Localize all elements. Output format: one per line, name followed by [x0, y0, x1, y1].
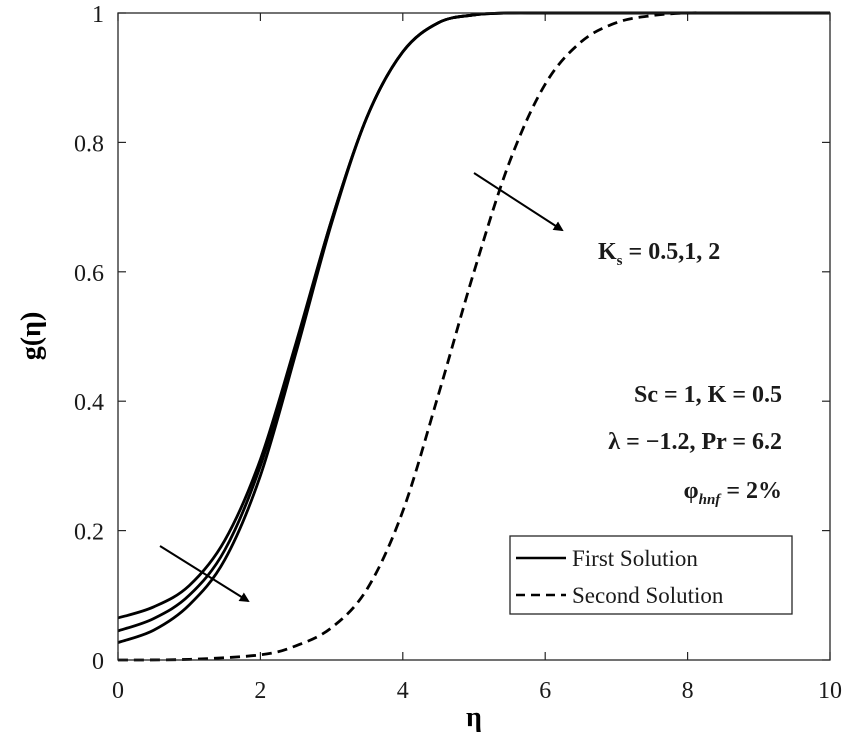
- y-axis-title: g(η): [16, 312, 47, 361]
- legend-label-first: First Solution: [572, 546, 698, 571]
- y-tick-label: 1: [92, 2, 104, 28]
- y-tick-label: 0.2: [74, 520, 104, 546]
- phi-value: = 2%: [720, 478, 782, 504]
- x-tick-label: 0: [112, 678, 124, 704]
- plot-frame: [117, 12, 831, 661]
- ks-values: = 0.5,1, 2: [623, 239, 721, 265]
- y-tick-label: 0: [92, 649, 104, 675]
- params-line-1: Sc = 1, K = 0.5: [634, 382, 782, 408]
- x-tick-label: 4: [397, 678, 409, 704]
- x-axis-title: η: [466, 702, 482, 733]
- x-tick-label: 2: [254, 678, 266, 704]
- ks-subscript: s: [617, 253, 623, 269]
- params-line-2: λ = −1.2, Pr = 6.2: [608, 429, 782, 455]
- x-tick-label: 8: [682, 678, 694, 704]
- phi-annotation: φhnf = 2%: [684, 478, 782, 508]
- x-tick-label: 10: [818, 678, 842, 704]
- phi-subscript: hnf: [699, 492, 723, 508]
- y-tick-label: 0.8: [74, 131, 104, 157]
- y-tick-label: 0.6: [74, 261, 104, 287]
- ks-arrow-upper: [473, 172, 564, 232]
- legend-box: [509, 535, 793, 615]
- phi-symbol: φ: [684, 478, 699, 504]
- ks-annotation: Ks = 0.5,1, 2: [598, 239, 720, 269]
- y-tick-label: 0.4: [74, 390, 104, 416]
- ks-symbol: K: [598, 239, 617, 265]
- tick-labels: 0 2 4 6 8 10 0 0.2 0.4 0.6 0.8 1: [74, 2, 842, 704]
- second-solution-line: [117, 11, 830, 662]
- legend: First Solution Second Solution: [509, 535, 793, 615]
- legend-label-second: Second Solution: [572, 583, 724, 608]
- ks-arrow-lower: [159, 545, 250, 603]
- x-tick-label: 6: [539, 678, 551, 704]
